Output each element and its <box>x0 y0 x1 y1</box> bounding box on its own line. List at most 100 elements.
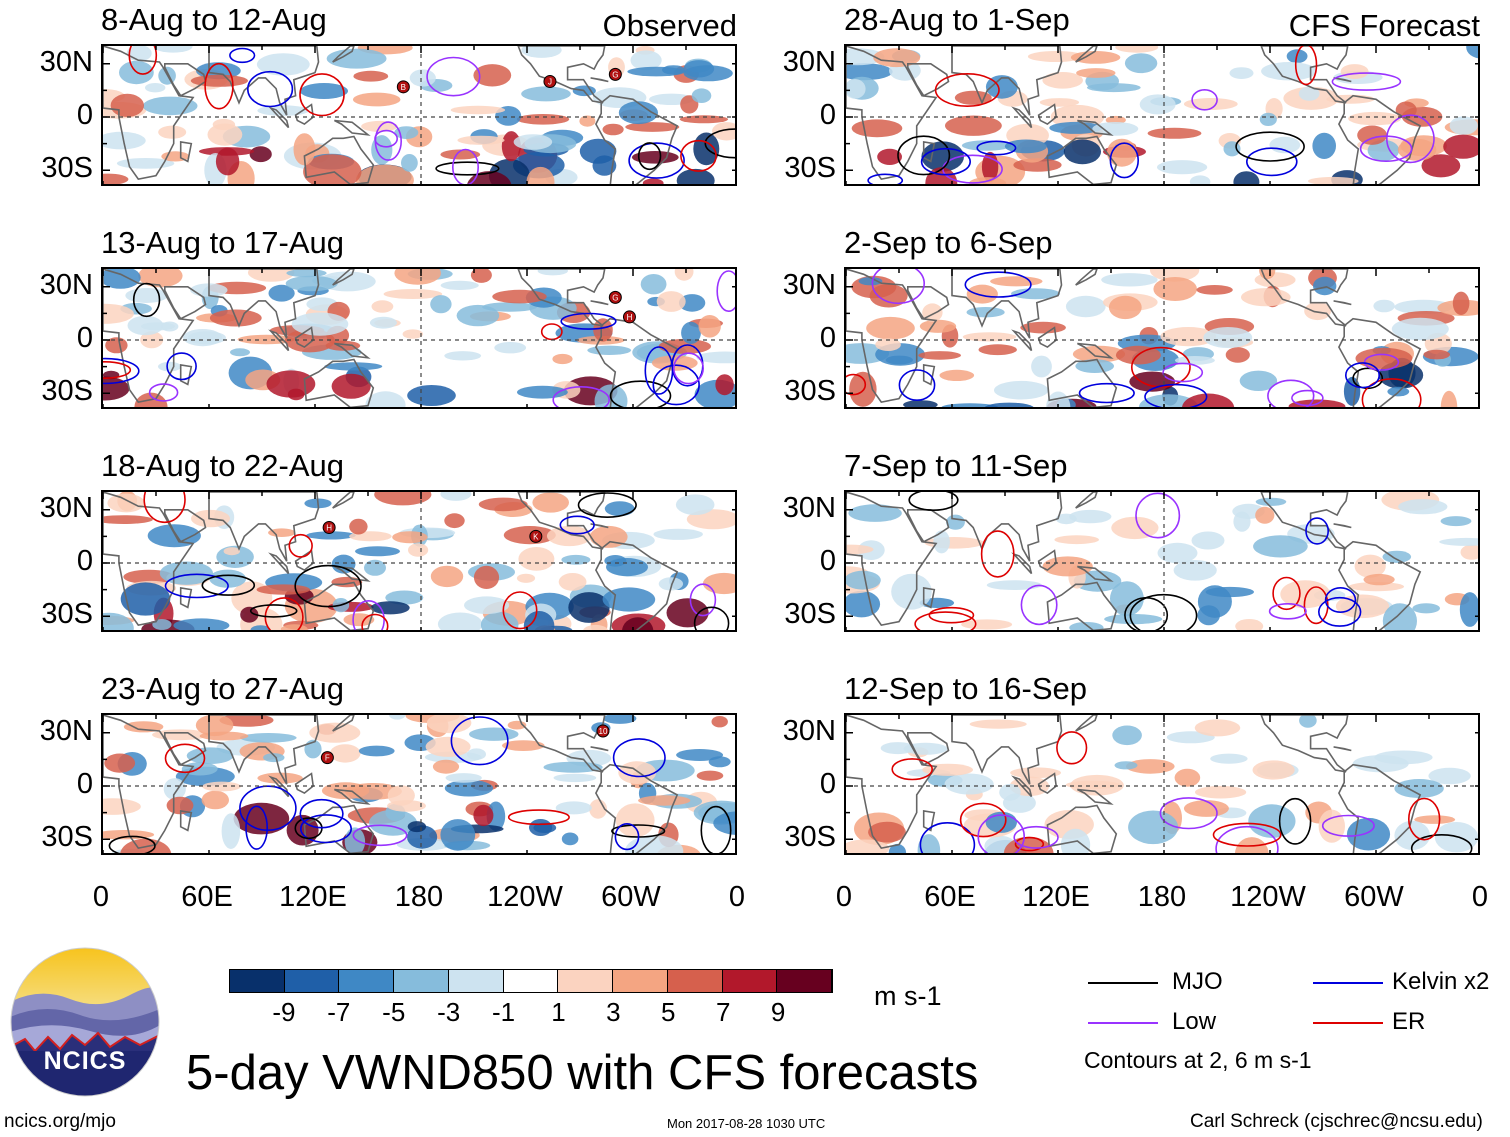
anomaly-cell <box>1259 112 1277 126</box>
panel-1-map-svg: B J G <box>103 46 735 184</box>
anomaly-cell <box>848 504 902 522</box>
coastline <box>922 809 936 832</box>
lat-tick-label: 30N <box>782 491 836 524</box>
anomaly-cell <box>715 374 734 396</box>
coastline <box>1011 106 1033 129</box>
low-contour <box>352 600 385 630</box>
coastline <box>179 140 193 163</box>
anomaly-cell <box>656 291 686 312</box>
anomaly-cell <box>1459 592 1478 627</box>
lon-tick-label: 120E <box>279 881 347 913</box>
legend-label-kelvin: Kelvin x2 <box>1392 968 1490 995</box>
anomaly-cell <box>240 606 259 623</box>
anomaly-cell <box>104 753 136 773</box>
mjo-contour <box>201 574 256 596</box>
panel-title: 23-Aug to 27-Aug <box>101 671 345 706</box>
er-contour <box>1294 46 1318 86</box>
anomaly-cell <box>364 559 386 576</box>
anomaly-cell <box>195 715 234 737</box>
panel-8-map <box>844 713 1480 855</box>
wind-anomaly-shading <box>103 269 735 407</box>
anomaly-cell <box>1233 171 1260 184</box>
er-contour <box>1212 822 1282 847</box>
er-contour <box>1056 731 1088 765</box>
lat-tick-label: 30N <box>39 45 93 78</box>
storm-letter: G <box>612 293 618 302</box>
anomaly-cell <box>215 147 240 176</box>
kelvin-contour <box>919 822 976 853</box>
coastline <box>1333 300 1352 306</box>
axis-ticks <box>103 492 735 630</box>
coastline <box>590 77 609 83</box>
anomaly-cell <box>402 329 423 339</box>
anomaly-cell <box>962 332 1017 342</box>
anomaly-cell <box>1110 581 1144 616</box>
colorbar-swatch <box>284 970 340 992</box>
anomaly-cell <box>1313 276 1337 296</box>
colorbar-swatch <box>613 970 668 992</box>
low-contour <box>1321 814 1375 837</box>
coastline <box>906 731 950 766</box>
coastline <box>332 715 355 732</box>
anomaly-cell <box>145 83 166 93</box>
anomaly-cell <box>478 497 528 512</box>
storm-marker: 10 <box>596 724 610 738</box>
anomaly-cell <box>1449 116 1478 135</box>
anomaly-cell <box>1195 785 1247 799</box>
anomaly-cell <box>625 122 680 132</box>
coastline <box>590 746 609 752</box>
colorbar-tick-label: -1 <box>491 997 516 1027</box>
anomaly-cell <box>1363 573 1395 586</box>
anomaly-cell <box>103 612 134 630</box>
low-contour <box>1359 135 1413 162</box>
anomaly-cell <box>1011 288 1060 300</box>
coastline <box>1037 549 1058 572</box>
anomaly-cell <box>355 164 414 184</box>
anomaly-cell <box>125 288 168 303</box>
er-contour <box>164 743 206 774</box>
anomaly-cell <box>120 582 171 616</box>
coastline <box>1037 772 1058 795</box>
kelvin-contour <box>1078 382 1135 404</box>
coastlines <box>103 269 679 407</box>
anomaly-cell <box>1340 64 1369 80</box>
lat-tick-label: 30N <box>782 268 836 301</box>
anomaly-cell <box>266 370 316 398</box>
anomaly-cell <box>866 316 915 340</box>
anomaly-cell <box>1196 285 1233 295</box>
coastline <box>1077 788 1114 805</box>
storm-symbol <box>322 521 336 534</box>
kelvin-contour <box>612 738 666 778</box>
lon-tick-label: 0 <box>728 881 746 913</box>
anomaly-cell <box>494 342 527 354</box>
coastlines <box>846 492 1422 630</box>
mjo-contour <box>132 282 161 318</box>
anomaly-cell <box>1020 321 1066 334</box>
anomaly-cell <box>324 362 383 371</box>
er-contour <box>507 809 570 826</box>
anomaly-cell <box>385 590 424 605</box>
anomaly-cell <box>369 809 417 836</box>
coastline <box>1333 77 1352 83</box>
colorbar-tick-labels: -9 -7 -5 -3 -1 1 3 5 7 9 <box>229 999 833 1029</box>
er-contour <box>959 802 1007 838</box>
panel-title: 28-Aug to 1-Sep <box>844 2 1070 37</box>
anomaly-cell <box>358 745 395 757</box>
coastline <box>163 731 207 766</box>
anomaly-cell <box>642 178 664 184</box>
anomaly-cell <box>389 715 406 720</box>
kelvin-contour <box>1344 362 1380 389</box>
anomaly-cell <box>678 294 706 312</box>
anomaly-cell <box>201 790 229 810</box>
anomaly-cell <box>1031 355 1052 378</box>
anomaly-cell <box>1157 160 1208 175</box>
kelvin-contour <box>245 805 269 850</box>
anomaly-cell <box>1255 506 1275 524</box>
anomaly-cell <box>1124 53 1158 74</box>
panel-5-map <box>844 44 1480 186</box>
anomaly-cell <box>925 167 958 184</box>
colorbar-swatch <box>394 970 449 992</box>
anomaly-cell <box>875 338 901 351</box>
anomaly-cell <box>306 531 356 540</box>
anomaly-cell <box>933 530 950 554</box>
